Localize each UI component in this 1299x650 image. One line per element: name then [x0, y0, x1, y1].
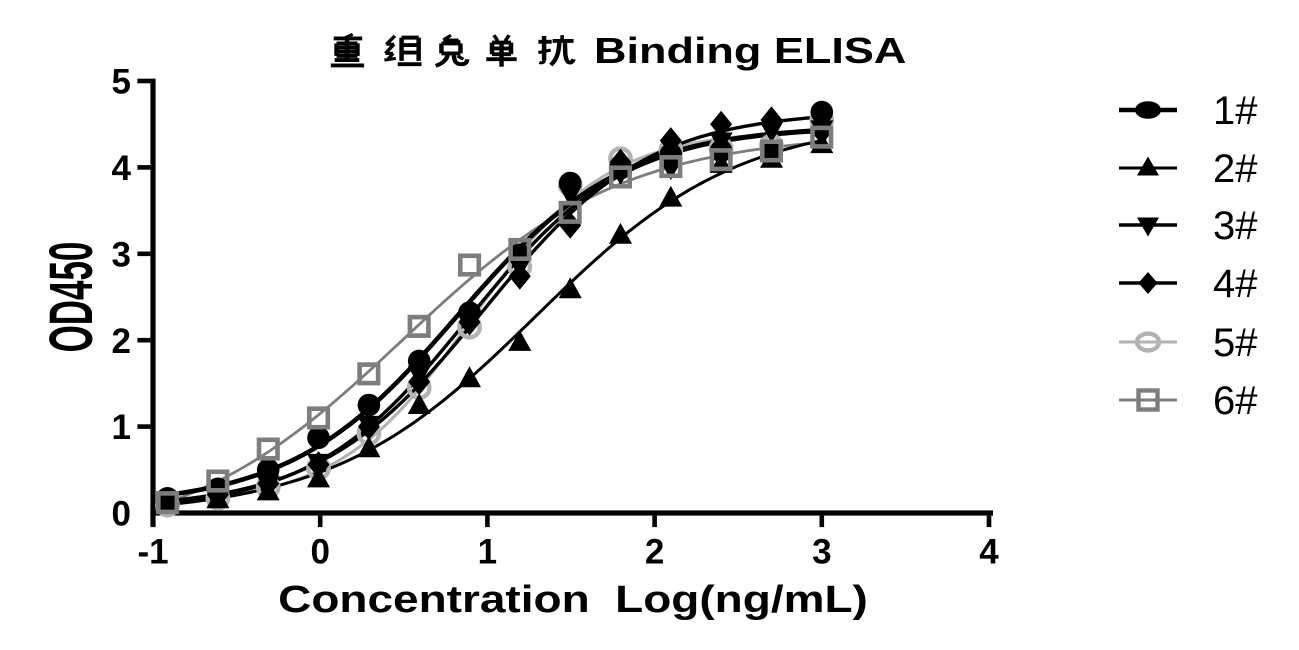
svg-text:Binding ELISA: Binding ELISA — [594, 30, 906, 71]
svg-text:4: 4 — [979, 533, 999, 572]
svg-text:0: 0 — [112, 495, 131, 534]
svg-text:1: 1 — [112, 408, 131, 447]
svg-text:6#: 6# — [1213, 379, 1258, 423]
svg-text:-1: -1 — [137, 533, 168, 572]
svg-text:3: 3 — [812, 533, 831, 572]
svg-text:1: 1 — [478, 533, 497, 572]
svg-text:3#: 3# — [1213, 204, 1258, 248]
svg-text:4#: 4# — [1213, 262, 1258, 306]
svg-text:2#: 2# — [1213, 147, 1258, 191]
svg-text:4: 4 — [112, 149, 132, 188]
svg-text:2: 2 — [645, 533, 664, 572]
svg-text:OD450: OD450 — [37, 242, 106, 353]
svg-text:1#: 1# — [1213, 89, 1258, 133]
svg-text:5#: 5# — [1213, 321, 1258, 365]
svg-text:0: 0 — [310, 533, 329, 572]
svg-text:5: 5 — [112, 63, 131, 102]
svg-text:Concentration Log(ng/mL): Concentration Log(ng/mL) — [278, 578, 868, 620]
svg-text:3: 3 — [112, 235, 131, 274]
svg-text:2: 2 — [112, 322, 131, 361]
